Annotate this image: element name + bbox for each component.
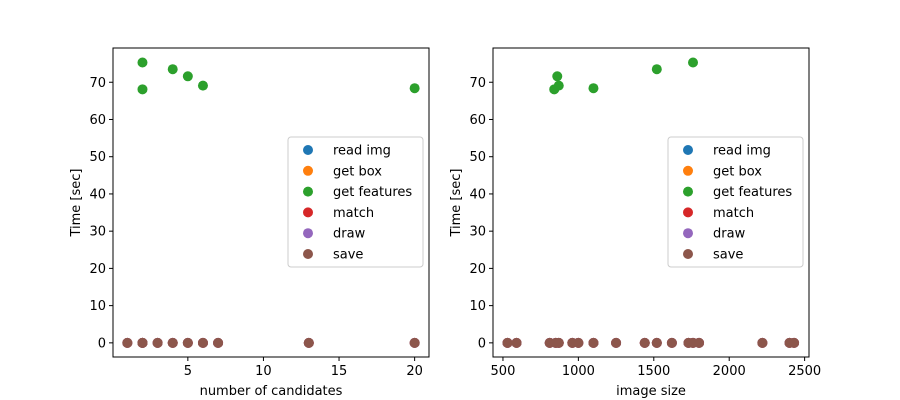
legend-marker [303,165,313,176]
y-tick-label: 30 [469,225,486,240]
y-tick-label: 70 [469,76,486,91]
legend-marker [683,228,693,239]
data-point [666,337,677,348]
x-tick-label: 15 [331,364,348,379]
data-point [611,337,622,348]
data-point [303,337,314,348]
data-point [588,337,599,348]
data-point [688,57,699,68]
x-tick-label: 2500 [788,364,821,379]
data-point [213,337,224,348]
data-point [409,83,420,94]
y-tick-label: 40 [89,187,106,202]
y-axis-label: Time [sec] [449,168,464,237]
y-tick-label: 40 [469,187,486,202]
x-tick-label: 2000 [713,364,746,379]
data-point [137,84,148,95]
data-point [137,57,148,68]
legend-marker [303,145,313,155]
x-tick-label: 10 [255,364,272,379]
y-tick-label: 50 [89,150,106,165]
legend-label: read img [333,144,391,159]
legend-marker [683,249,693,259]
legend-marker [303,228,313,239]
data-point [197,337,208,348]
data-point [588,83,599,94]
legend-label: get features [333,185,412,200]
y-tick-label: 60 [89,113,106,128]
chart-panel-1: 5 10 15 20 0 10 20 30 40 50 60 70 number of candidat… [69,47,430,399]
data-point [553,80,564,91]
legend-label: match [713,206,754,221]
legend-marker [683,207,693,218]
legend-marker [683,186,693,197]
y-axis-label: Time [sec] [69,168,84,237]
data-point [197,80,208,91]
y-tick-label: 0 [98,336,106,351]
data-point [182,337,193,348]
data-point [167,64,178,75]
data-point [789,337,800,348]
legend-box [667,136,804,268]
x-tick-label: 5 [184,364,192,379]
data-point [553,337,564,348]
data-point [152,337,163,348]
chart-panel-2: 500 1000 1500 2000 2500 0 10 20 30 40 50 60 70 image … [449,47,821,399]
data-point [122,337,133,348]
axes-frame [492,47,810,358]
data-point [651,64,662,75]
y-tick-label: 10 [469,299,486,314]
y-tick-label: 50 [469,150,486,165]
x-tick-label: 1500 [637,364,670,379]
data-point [639,337,650,348]
y-tick-label: 0 [478,336,486,351]
legend: read img get box get features match draw save [287,136,424,268]
legend-marker [303,186,313,197]
legend-label: match [333,206,374,221]
legend-label: get features [713,185,792,200]
x-tick-label: 20 [406,364,423,379]
data-point [757,337,768,348]
legend-marker [303,207,313,218]
data-point [502,337,513,348]
y-tick-label: 20 [469,262,486,277]
legend-label: get box [713,164,762,179]
y-tick-label: 70 [89,76,106,91]
data-point [694,337,705,348]
legend-marker [683,145,693,155]
legend-box [287,136,424,268]
legend-label: draw [713,227,746,242]
data-point [137,337,148,348]
x-tick-label: 500 [491,364,516,379]
y-tick-label: 20 [89,262,106,277]
legend-label: get box [333,164,382,179]
x-axis-label: image size [616,384,686,399]
data-point [651,337,662,348]
legend-label: draw [333,227,366,242]
legend: read img get box get features match draw save [667,136,804,268]
x-tick-label: 1000 [562,364,595,379]
legend-marker [303,249,313,259]
legend-label: save [713,248,743,263]
data-point [552,71,563,82]
x-axis-label: number of candidates [200,384,343,399]
y-tick-label: 30 [89,225,106,240]
data-point [573,337,584,348]
data-point [409,337,420,348]
data-point [511,337,522,348]
legend-label: read img [713,144,771,159]
data-point [167,337,178,348]
axes-frame [112,47,430,358]
legend-marker [683,165,693,176]
legend-label: save [333,248,363,263]
y-tick-label: 10 [89,299,106,314]
data-point [182,71,193,82]
y-tick-label: 60 [469,113,486,128]
